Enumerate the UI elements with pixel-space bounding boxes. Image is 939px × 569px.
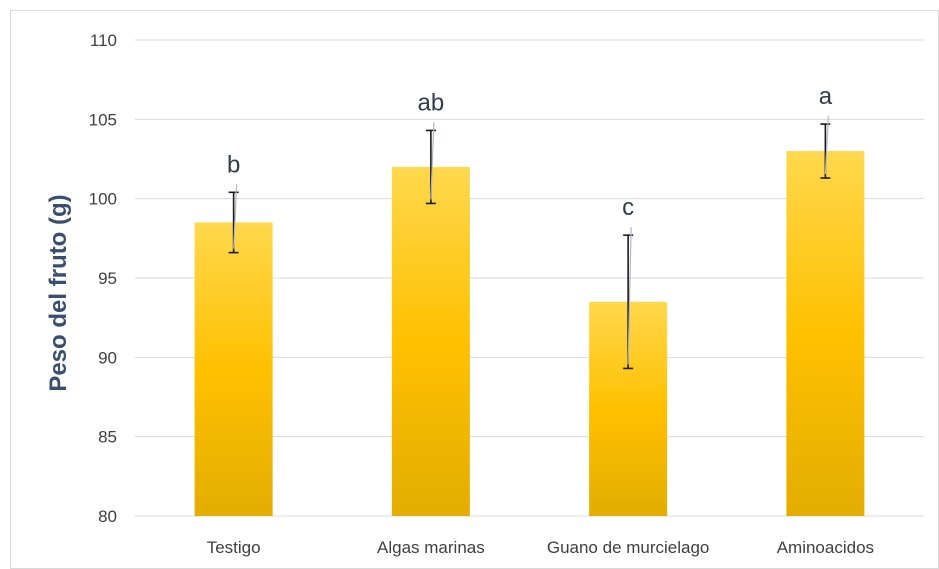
y-axis-title: Peso del fruto (g)	[45, 194, 72, 391]
bar-testigo	[194, 222, 273, 516]
bar-algas-marinas	[391, 166, 470, 516]
y-tick-label: 90	[98, 348, 117, 367]
significance-label: a	[819, 83, 833, 110]
error-bar-highlight	[824, 116, 829, 175]
x-tick-label: Aminoacidos	[777, 538, 874, 557]
y-axis-ticks: 80 85 90 95 100 105 110	[89, 31, 117, 526]
y-tick-label: 80	[98, 507, 117, 526]
x-axis-ticks: Testigo Algas marinas Guano de murcielago A…	[207, 538, 874, 557]
significance-label: ab	[418, 89, 445, 116]
x-tick-label: Guano de murcielago	[547, 538, 710, 557]
bar-aminoacidos	[786, 151, 865, 517]
error-bar-highlight	[430, 122, 435, 200]
significance-label: c	[622, 194, 634, 221]
significance-label: b	[227, 151, 240, 178]
significance-labels: b ab c a	[227, 83, 833, 221]
y-tick-label: 85	[98, 428, 117, 447]
error-bar-highlight	[627, 227, 632, 365]
y-tick-label: 105	[89, 110, 117, 129]
y-tick-label: 100	[89, 190, 117, 209]
error-bars	[228, 116, 831, 370]
x-tick-label: Testigo	[207, 538, 261, 557]
bars	[194, 151, 865, 517]
y-tick-label: 95	[98, 269, 117, 288]
error-bar-highlight	[233, 184, 238, 249]
y-tick-label: 110	[90, 31, 117, 50]
x-tick-label: Algas marinas	[377, 538, 485, 557]
